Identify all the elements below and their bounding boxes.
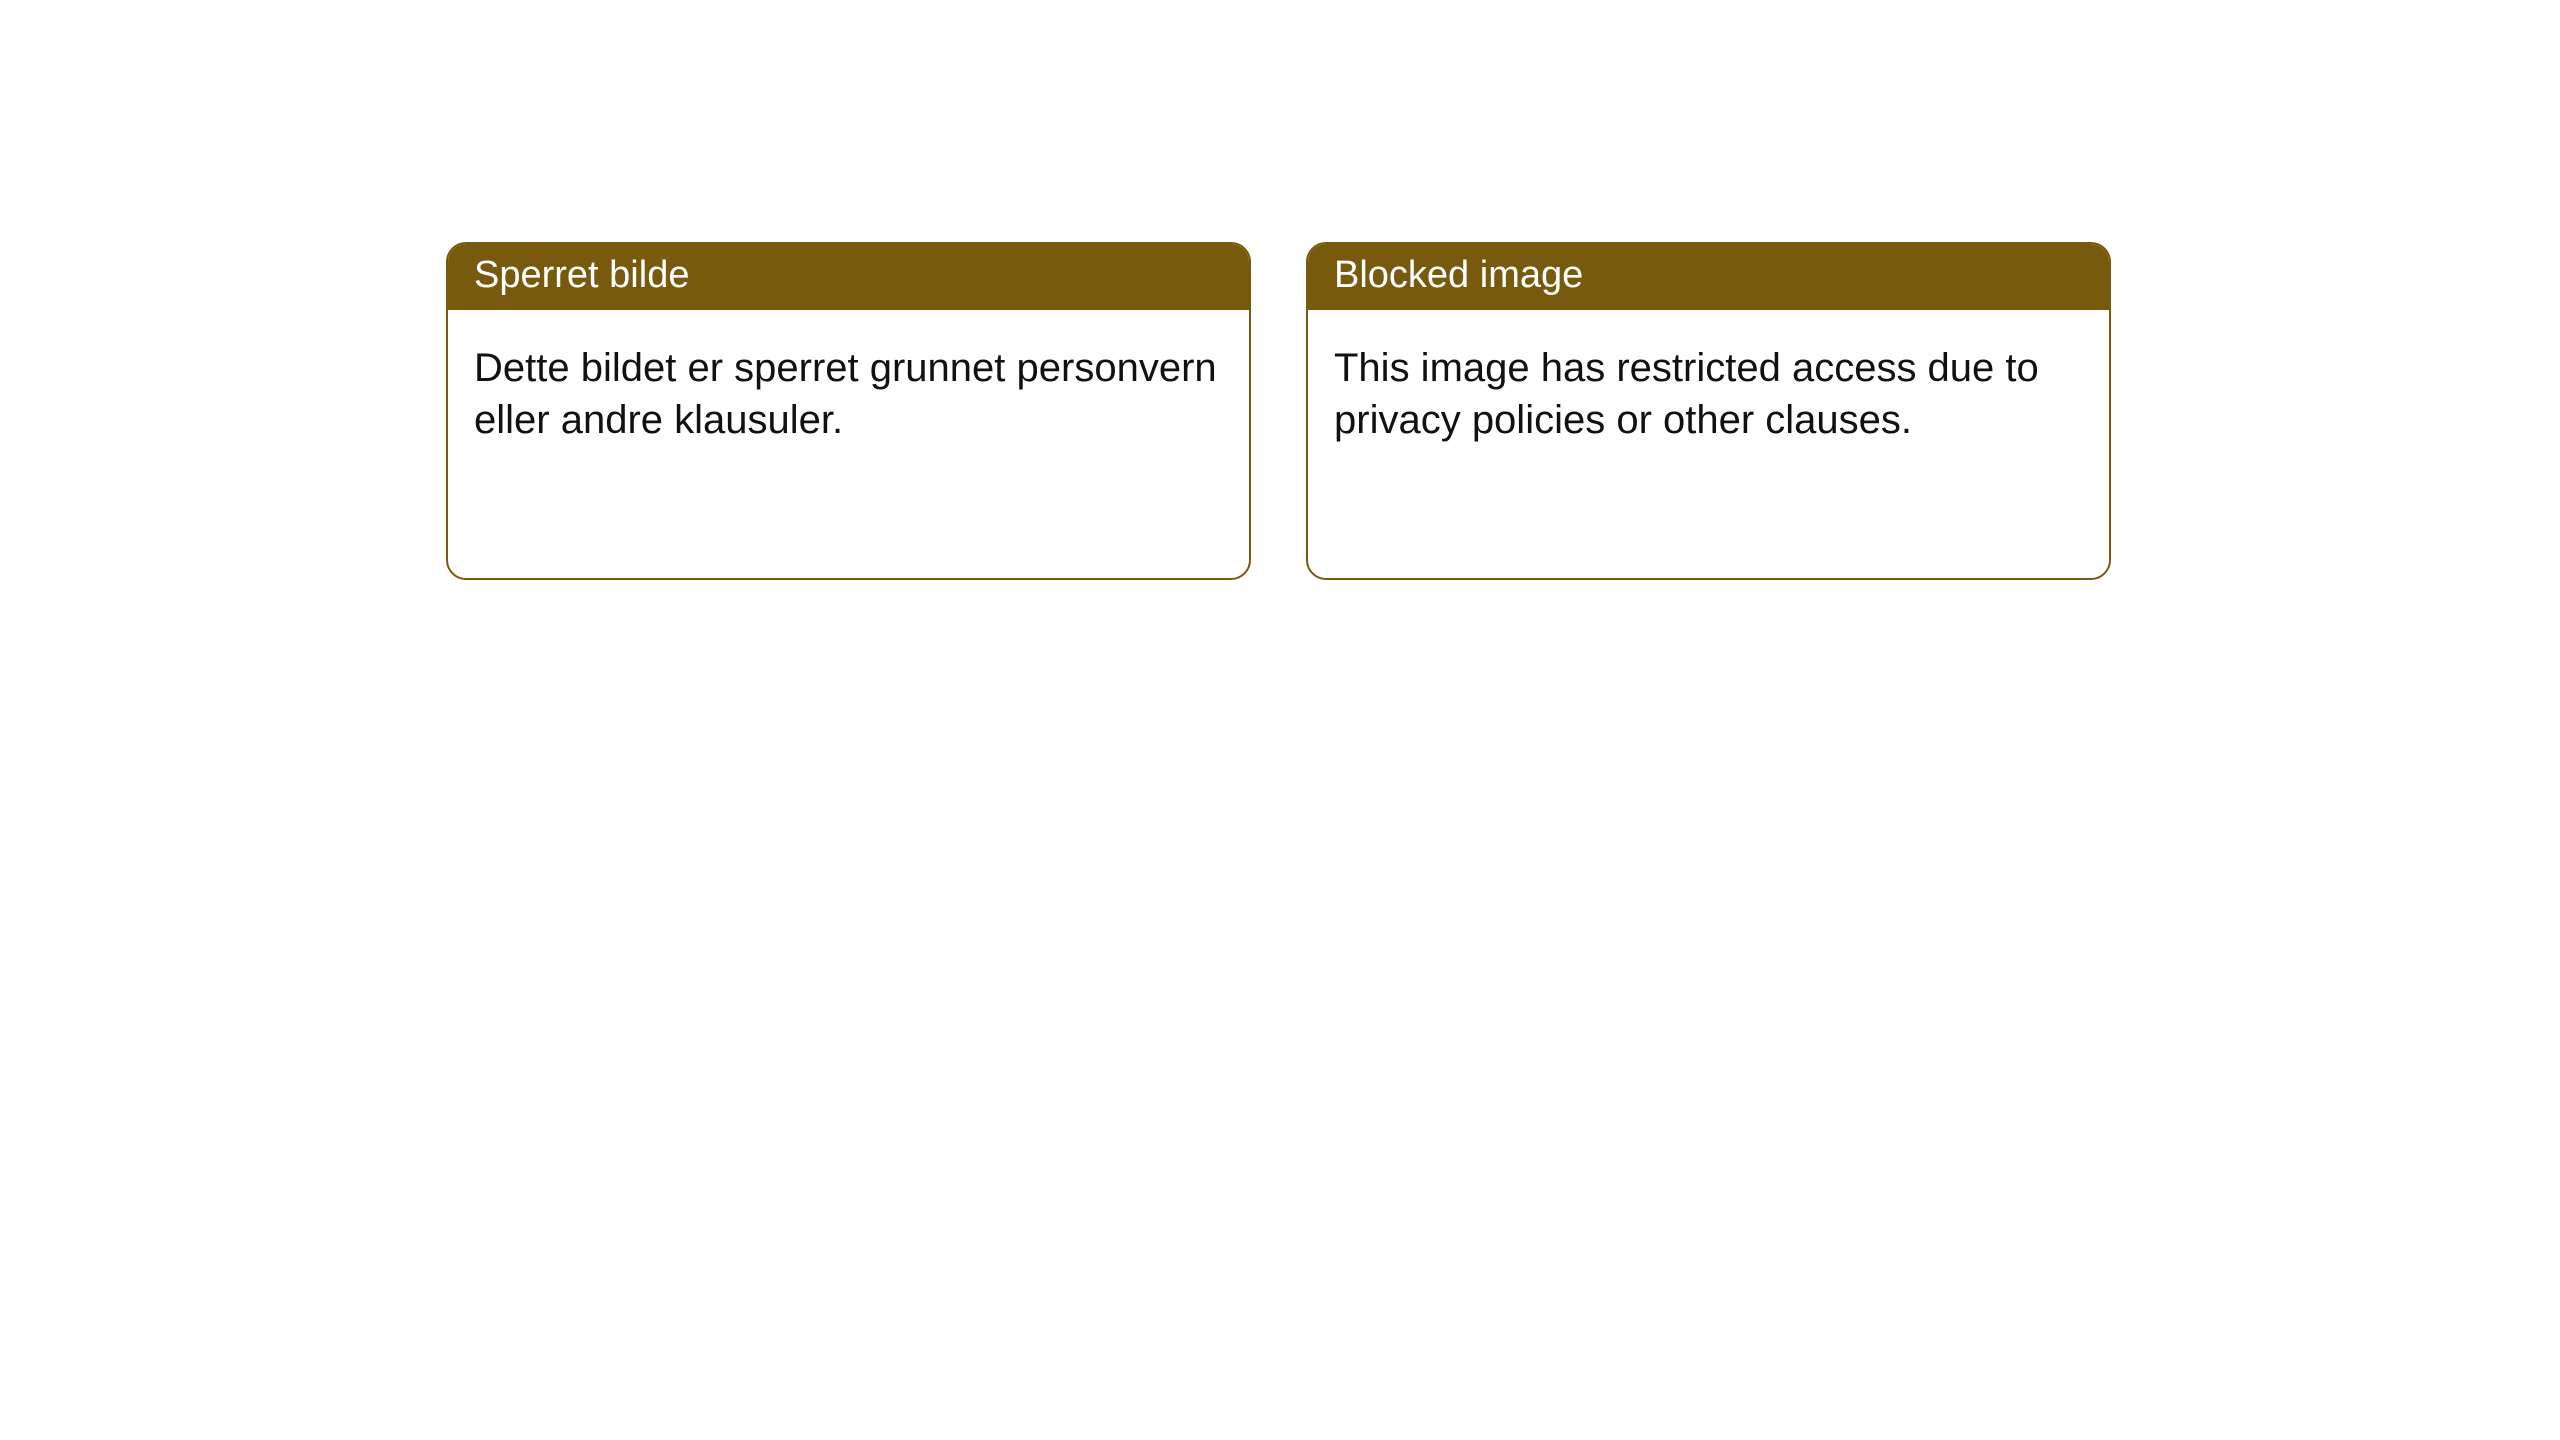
blocked-image-notice-container: Sperret bilde Dette bildet er sperret gr… [446, 242, 2111, 580]
blocked-image-card-no: Sperret bilde Dette bildet er sperret gr… [446, 242, 1251, 580]
blocked-image-card-en: Blocked image This image has restricted … [1306, 242, 2111, 580]
blocked-image-card-body: This image has restricted access due to … [1308, 310, 2109, 480]
blocked-image-card-body: Dette bildet er sperret grunnet personve… [448, 310, 1249, 480]
blocked-image-card-title: Blocked image [1308, 244, 2109, 310]
blocked-image-card-title: Sperret bilde [448, 244, 1249, 310]
